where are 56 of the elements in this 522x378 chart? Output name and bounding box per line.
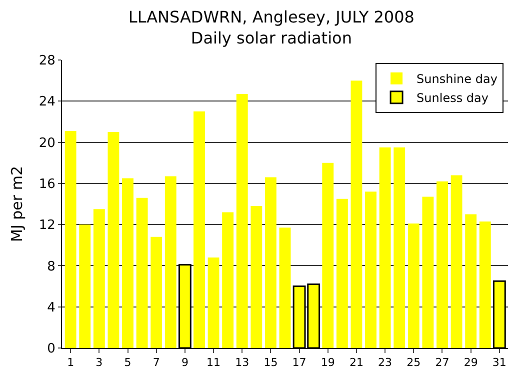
y-tick-label: 0	[47, 342, 56, 357]
x-tick-label: 23	[378, 356, 392, 370]
x-tick-label: 21	[349, 356, 364, 370]
y-tick-label: 16	[38, 176, 56, 192]
bar	[194, 111, 205, 348]
chart-title: LLANSADWRN, Anglesey, JULY 2008	[128, 8, 414, 27]
y-axis-title: MJ per m2	[8, 166, 26, 242]
y-tick-label: 20	[38, 136, 56, 151]
x-tick-label: 17	[292, 356, 306, 370]
bar	[136, 198, 148, 348]
bar	[422, 196, 434, 348]
bar	[350, 80, 362, 348]
y-tick-label: 12	[38, 218, 56, 234]
bar	[394, 147, 406, 348]
legend-label: Sunshine day	[416, 72, 498, 86]
x-tick-label: 27	[435, 356, 450, 370]
bar	[450, 175, 462, 348]
x-tick-label: 25	[406, 356, 421, 370]
y-tick-label: 4	[47, 300, 56, 316]
bar	[164, 176, 176, 348]
x-tick-label: 5	[124, 356, 132, 370]
bar	[79, 224, 91, 348]
bar	[108, 132, 120, 348]
bar	[150, 236, 162, 348]
bar	[365, 192, 376, 348]
x-tick-label: 29	[464, 356, 478, 370]
bar	[222, 212, 234, 348]
x-tick-label: 13	[235, 356, 250, 370]
x-tick-label: 11	[206, 356, 221, 370]
bar	[64, 130, 76, 348]
x-tick-label: 15	[264, 356, 278, 370]
bar	[264, 177, 276, 348]
chart-subtitle: Daily solar radiation	[190, 28, 352, 48]
bar	[93, 209, 105, 348]
y-tick-label: 8	[47, 259, 56, 274]
bar	[122, 178, 134, 348]
y-tick-label: 28	[38, 54, 56, 69]
y-tick-label: 24	[38, 94, 56, 110]
x-tick-label: 3	[96, 356, 103, 370]
x-tick-label: 7	[152, 356, 160, 370]
x-tick-label: 1	[67, 356, 74, 370]
bar	[336, 198, 348, 348]
legend-label: Sunless day	[416, 91, 488, 106]
bar	[279, 228, 291, 348]
bar	[408, 224, 420, 348]
x-tick-label: 19	[320, 356, 335, 370]
bar	[436, 181, 448, 348]
bar	[465, 214, 477, 348]
bar	[208, 257, 220, 348]
bar	[379, 147, 391, 348]
bar	[479, 221, 491, 348]
x-tick-label: 9	[181, 356, 188, 370]
bar	[322, 162, 334, 348]
bar	[236, 94, 248, 348]
x-tick-label: 31	[492, 356, 506, 370]
bar	[250, 206, 262, 348]
